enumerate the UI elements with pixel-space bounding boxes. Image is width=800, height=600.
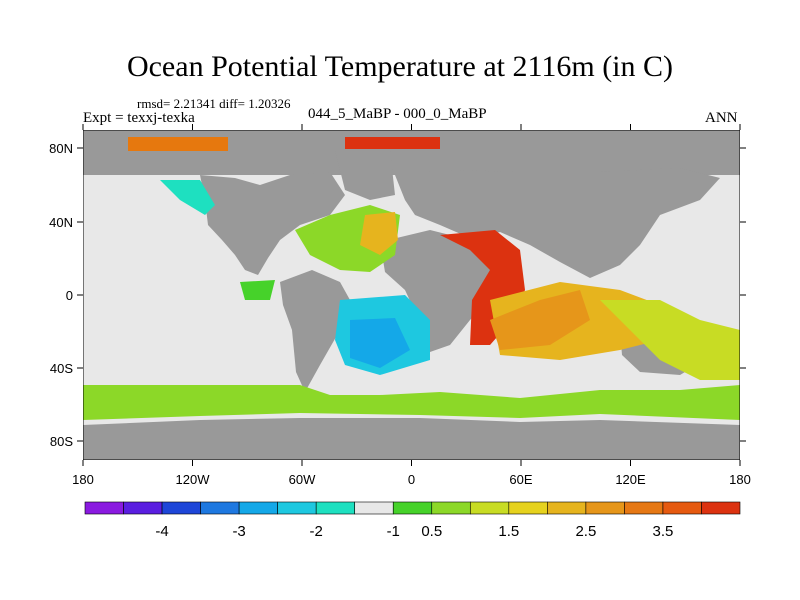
colorbar-swatch bbox=[315, 501, 356, 515]
x-axis-ticks: 180 120W 60W 0 60E 120E 180 bbox=[72, 124, 751, 487]
x-tick-label: 120E bbox=[615, 472, 646, 487]
north-america-land bbox=[200, 172, 345, 275]
colorbar: -4 -3 -2 -1 0.5 1.5 2.5 3.5 bbox=[84, 501, 741, 540]
arctic-land bbox=[83, 130, 740, 175]
indian-ocean-east bbox=[600, 300, 740, 380]
colorbar-label: 0.5 bbox=[421, 523, 442, 540]
antarctica-land bbox=[83, 418, 740, 460]
x-tick-label: 0 bbox=[408, 472, 415, 487]
experiment-label: Expt = texxj-texka bbox=[83, 110, 195, 126]
colorbar-swatch bbox=[392, 501, 433, 515]
colorbar-swatch bbox=[585, 501, 625, 515]
west-pacific-anomaly bbox=[240, 280, 275, 300]
y-tick-label: 40N bbox=[49, 215, 73, 230]
y-axis-ticks: 80N 40N 0 40S 80S bbox=[49, 141, 746, 449]
colorbar-swatch bbox=[547, 501, 587, 515]
southern-ocean-anomaly bbox=[83, 385, 740, 420]
greenland-land bbox=[335, 150, 395, 200]
north-pacific-anomaly bbox=[160, 180, 215, 215]
colorbar-label: -3 bbox=[232, 523, 245, 540]
season-label: ANN bbox=[705, 110, 738, 126]
north-atlantic-warm bbox=[360, 212, 398, 255]
x-tick-label: 60W bbox=[289, 472, 316, 487]
eurasia-land bbox=[395, 168, 720, 278]
arctic-patch-west bbox=[128, 137, 228, 151]
x-tick-label: 180 bbox=[72, 472, 94, 487]
arctic-patch-east bbox=[345, 137, 440, 149]
colorbar-swatch bbox=[238, 501, 278, 515]
colorbar-label: 3.5 bbox=[653, 523, 674, 540]
colorbar-label: -1 bbox=[387, 523, 400, 540]
colorbar-swatch bbox=[354, 501, 394, 515]
x-tick-label: 180 bbox=[729, 472, 751, 487]
colorbar-swatch bbox=[469, 501, 510, 515]
x-tick-label: 120W bbox=[176, 472, 211, 487]
colorbar-swatch bbox=[701, 501, 741, 515]
colorbar-label: -2 bbox=[310, 523, 323, 540]
map-field bbox=[83, 130, 740, 460]
y-tick-label: 40S bbox=[50, 361, 73, 376]
y-tick-label: 0 bbox=[66, 288, 73, 303]
south-america-land bbox=[280, 270, 350, 392]
colorbar-label: 1.5 bbox=[498, 523, 519, 540]
colorbar-swatch bbox=[123, 501, 163, 515]
south-atlantic-core bbox=[350, 318, 410, 368]
colorbar-swatch bbox=[624, 501, 664, 515]
y-tick-label: 80S bbox=[50, 434, 73, 449]
indian-ocean-warm bbox=[490, 290, 590, 350]
colorbar-label: -4 bbox=[155, 523, 168, 540]
stats-line: rmsd= 2.21341 diff= 1.20326 bbox=[137, 96, 291, 111]
colorbar-swatch bbox=[431, 501, 471, 515]
y-tick-label: 80N bbox=[49, 141, 73, 156]
colorbar-swatch bbox=[508, 501, 548, 515]
africa-land bbox=[380, 230, 495, 352]
colorbar-swatch bbox=[662, 501, 702, 515]
colorbar-swatch bbox=[161, 501, 201, 515]
colorbar-swatch bbox=[200, 501, 240, 515]
x-tick-label: 60E bbox=[509, 472, 532, 487]
colorbar-label: 2.5 bbox=[575, 523, 596, 540]
map-title: Ocean Potential Temperature at 2116m (in… bbox=[126, 50, 674, 83]
colorbar-swatch bbox=[277, 501, 317, 515]
comparison-label: 044_5_MaBP - 000_0_MaBP bbox=[308, 106, 487, 122]
colorbar-swatch bbox=[84, 501, 124, 515]
